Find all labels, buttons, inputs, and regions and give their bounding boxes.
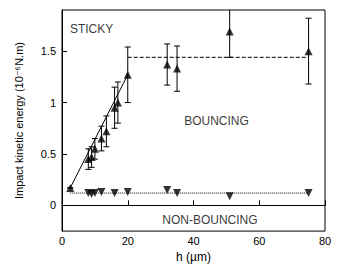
svg-text:0: 0	[50, 199, 56, 211]
svg-text:Impact kinetic energy (10⁻⁶N.m: Impact kinetic energy (10⁻⁶N.m)	[13, 42, 25, 199]
svg-text:1: 1	[50, 97, 56, 109]
svg-text:h (µm): h (µm)	[176, 250, 211, 264]
svg-text:0: 0	[59, 235, 65, 247]
svg-text:BOUNCING: BOUNCING	[184, 114, 249, 128]
svg-text:60: 60	[253, 235, 265, 247]
svg-text:NON-BOUNCING: NON-BOUNCING	[162, 213, 257, 227]
svg-text:STICKY: STICKY	[70, 22, 113, 36]
svg-text:80: 80	[319, 235, 331, 247]
svg-text:1.5: 1.5	[41, 45, 56, 57]
svg-text:40: 40	[187, 235, 199, 247]
svg-text:20: 20	[122, 235, 134, 247]
svg-text:0.5: 0.5	[41, 148, 56, 160]
